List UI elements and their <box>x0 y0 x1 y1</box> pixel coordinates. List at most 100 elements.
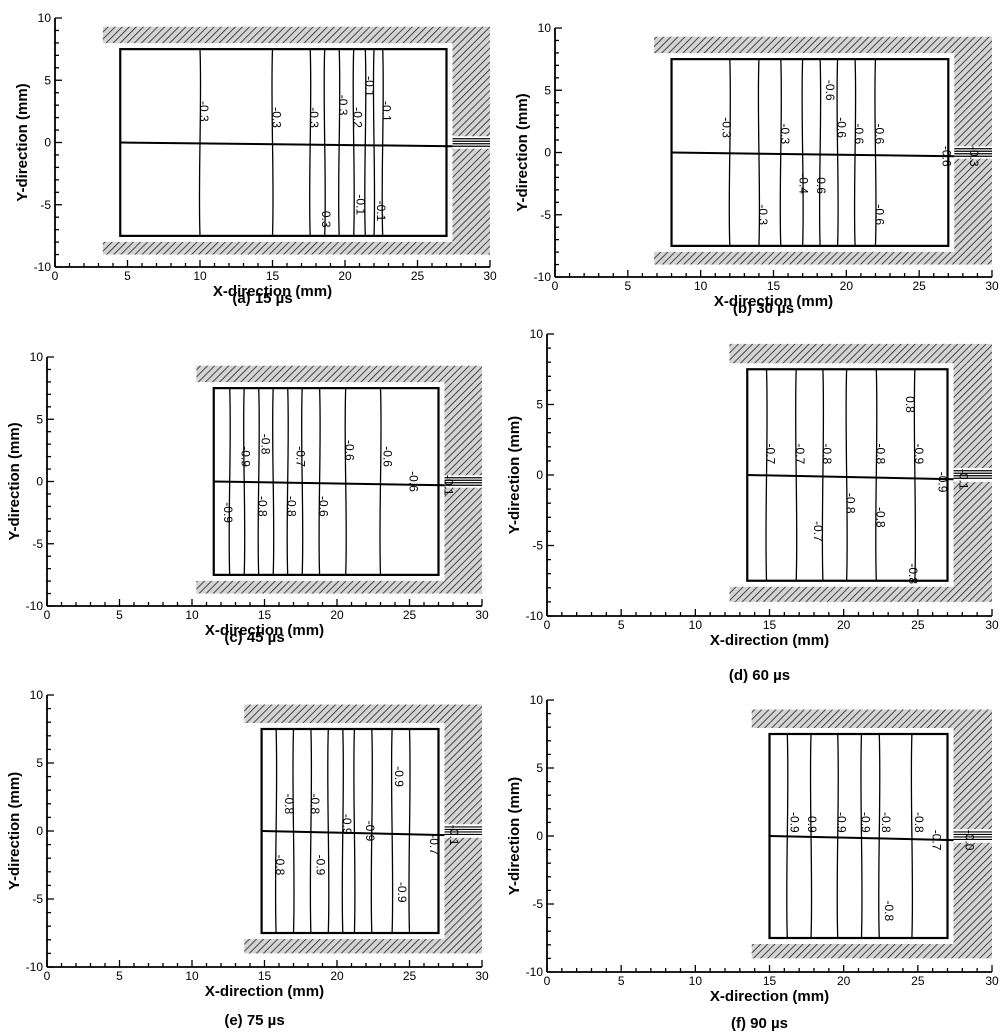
x-tick-label: 15 <box>763 974 777 988</box>
contour-label: -0.8 <box>259 434 273 455</box>
contour-label: -0.8 <box>873 444 887 465</box>
lower-wall <box>729 586 992 602</box>
contour-line <box>352 49 355 236</box>
x-tick-label: 0 <box>44 969 51 983</box>
y-tick-label: 5 <box>536 761 543 775</box>
lower-wall <box>196 580 482 594</box>
contour-line <box>845 369 848 581</box>
contour-line <box>308 49 312 236</box>
x-tick-label: 20 <box>837 974 851 988</box>
y-tick-label: 10 <box>530 327 544 341</box>
contour-line <box>836 733 839 939</box>
panel-e: -0.8 -0.8 -0.9 -0.9 -0.8 -0.9 -0.9 -0.9 -0.7 -0.1… <box>6 688 489 1029</box>
contour-label: -0.9 <box>835 812 849 833</box>
panel-caption: (b) 30 µs <box>733 300 794 317</box>
contour-line <box>379 388 382 575</box>
outlet-channel <box>444 475 482 488</box>
contour-label: -0.3 <box>197 101 211 122</box>
x-tick-label: 10 <box>694 279 708 293</box>
panel-c: -0.9 -0.8 -0.7 -0.6 -0.6 -0.9 -0.8 -0.8 -0.6 -0.6… <box>6 350 489 646</box>
contour-label: -0.3 <box>336 95 350 116</box>
contour-line <box>794 369 798 581</box>
contour-line <box>381 49 384 236</box>
contour-label: -0.8 <box>873 507 887 528</box>
contour-label: -0.1 <box>447 825 461 846</box>
contour-label: -0.6 <box>939 146 953 167</box>
upper-wall <box>654 36 992 54</box>
contour-line <box>875 369 878 581</box>
y-tick-label: 10 <box>38 11 52 25</box>
y-axis-label: Y-direction (mm) <box>14 83 31 201</box>
y-tick-label: 0 <box>36 824 43 838</box>
contour-line <box>913 369 917 581</box>
x-tick-label: 15 <box>266 269 280 283</box>
x-tick-label: 25 <box>403 969 417 983</box>
contour-line <box>390 728 394 934</box>
x-tick-label: 30 <box>985 279 999 293</box>
y-tick-label: 0 <box>536 468 543 482</box>
contour-label: -0.9 <box>858 812 872 833</box>
upper-wall <box>102 26 490 44</box>
contour-label: -0.6 <box>407 471 421 492</box>
y-tick-label: -5 <box>32 537 43 551</box>
contour-line <box>818 59 822 246</box>
contour-label: -0.7 <box>793 444 807 465</box>
contour-label: -0.9 <box>340 814 354 835</box>
contour-label: -0.9 <box>314 855 328 876</box>
x-tick-label: 0 <box>44 608 51 622</box>
y-axis-label: Y-direction (mm) <box>506 416 523 534</box>
y-tick-label: 10 <box>530 693 544 707</box>
x-tick-label: 25 <box>403 608 417 622</box>
y-tick-label: 5 <box>536 398 543 412</box>
contour-label: -0.6 <box>823 80 837 101</box>
panel-caption: (d) 60 µs <box>729 667 790 684</box>
contour-label: -0.8 <box>882 900 896 921</box>
contour-label: -0.1 <box>354 194 368 215</box>
y-tick-label: -10 <box>534 270 552 284</box>
contour-label: -0.2 <box>351 107 365 128</box>
contour-label: -0.4 <box>797 173 811 194</box>
y-tick-label: 5 <box>544 83 551 97</box>
x-axis-label: X-direction (mm) <box>205 622 324 639</box>
x-tick-label: 25 <box>411 269 425 283</box>
x-tick-label: 15 <box>767 279 781 293</box>
y-tick-label: -10 <box>526 609 544 623</box>
panel-caption: (a) 15 µs <box>232 290 292 307</box>
x-tick-label: 15 <box>763 618 777 632</box>
contour-line <box>337 49 341 236</box>
y-tick-label: 0 <box>544 146 551 160</box>
centerline <box>769 835 954 842</box>
x-tick-label: 10 <box>185 608 199 622</box>
contour-line <box>910 733 914 939</box>
y-axis-label: Y-direction (mm) <box>514 93 531 211</box>
x-tick-label: 10 <box>193 269 207 283</box>
contour-label: -0.8 <box>308 793 322 814</box>
x-tick-label: 20 <box>338 269 352 283</box>
x-tick-label: 10 <box>689 618 703 632</box>
x-tick-label: 10 <box>689 974 703 988</box>
contour-line <box>801 59 804 246</box>
y-tick-label: 10 <box>538 21 552 35</box>
contour-label: -0.7 <box>811 521 825 542</box>
y-tick-label: 5 <box>36 412 43 426</box>
contour-line <box>853 59 857 246</box>
contour-label: -0.8 <box>912 812 926 833</box>
x-tick-label: 30 <box>985 618 999 632</box>
contour-label: -0.8 <box>844 493 858 514</box>
contour-label: -0.3 <box>307 107 321 128</box>
y-axis-label: Y-direction (mm) <box>6 772 23 890</box>
panel-caption: (f) 90 µs <box>731 1015 788 1032</box>
centerline <box>671 151 955 158</box>
contour-label: -0.9 <box>787 812 801 833</box>
contour-label: -0.6 <box>343 440 357 461</box>
x-tick-label: 5 <box>624 279 631 293</box>
x-tick-label: 20 <box>330 969 344 983</box>
contour-line <box>821 369 825 581</box>
contour-label: -0.9 <box>805 812 819 833</box>
x-tick-label: 5 <box>618 618 625 632</box>
x-tick-label: 20 <box>330 608 344 622</box>
lower-wall <box>751 944 992 959</box>
contour-line <box>341 728 345 934</box>
contour-label: -0.8 <box>273 855 287 876</box>
